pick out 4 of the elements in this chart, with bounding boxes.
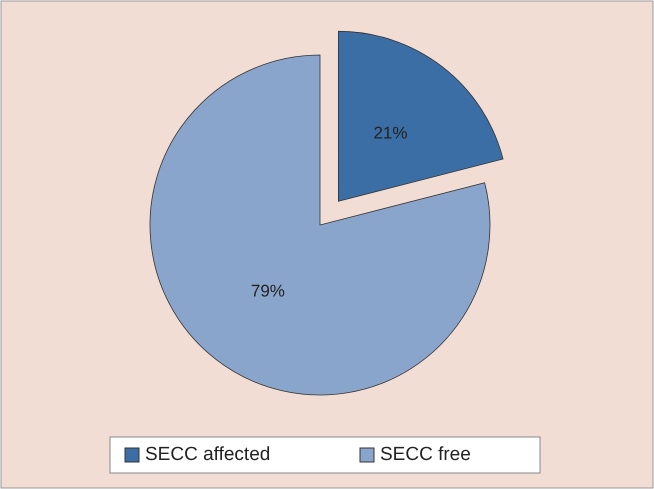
data-label: 79% bbox=[250, 282, 285, 301]
data-label: 21% bbox=[373, 124, 408, 143]
legend-label: SECC affected bbox=[145, 444, 270, 466]
legend-label: SECC free bbox=[380, 444, 471, 466]
